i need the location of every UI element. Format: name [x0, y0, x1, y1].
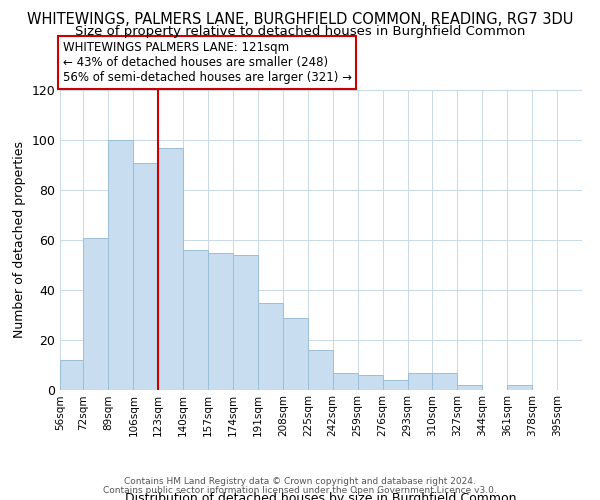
Bar [383, 380, 407, 390]
Y-axis label: Number of detached properties: Number of detached properties [13, 142, 26, 338]
Bar [183, 250, 208, 390]
Bar [308, 350, 333, 390]
Bar [60, 360, 83, 390]
Bar [507, 385, 532, 390]
Bar [109, 140, 133, 390]
Text: WHITEWINGS, PALMERS LANE, BURGHFIELD COMMON, READING, RG7 3DU: WHITEWINGS, PALMERS LANE, BURGHFIELD COM… [27, 12, 573, 28]
Bar [333, 372, 358, 390]
Bar [283, 318, 308, 390]
Bar [158, 148, 183, 390]
Bar [407, 372, 433, 390]
X-axis label: Distribution of detached houses by size in Burghfield Common: Distribution of detached houses by size … [125, 492, 517, 500]
Text: Size of property relative to detached houses in Burghfield Common: Size of property relative to detached ho… [75, 25, 525, 38]
Bar [358, 375, 383, 390]
Bar [83, 238, 109, 390]
Bar [208, 252, 233, 390]
Bar [258, 302, 283, 390]
Bar [233, 255, 258, 390]
Text: Contains public sector information licensed under the Open Government Licence v3: Contains public sector information licen… [103, 486, 497, 495]
Bar [457, 385, 482, 390]
Text: WHITEWINGS PALMERS LANE: 121sqm
← 43% of detached houses are smaller (248)
56% o: WHITEWINGS PALMERS LANE: 121sqm ← 43% of… [62, 41, 352, 84]
Bar [433, 372, 457, 390]
Bar [133, 162, 158, 390]
Text: Contains HM Land Registry data © Crown copyright and database right 2024.: Contains HM Land Registry data © Crown c… [124, 477, 476, 486]
